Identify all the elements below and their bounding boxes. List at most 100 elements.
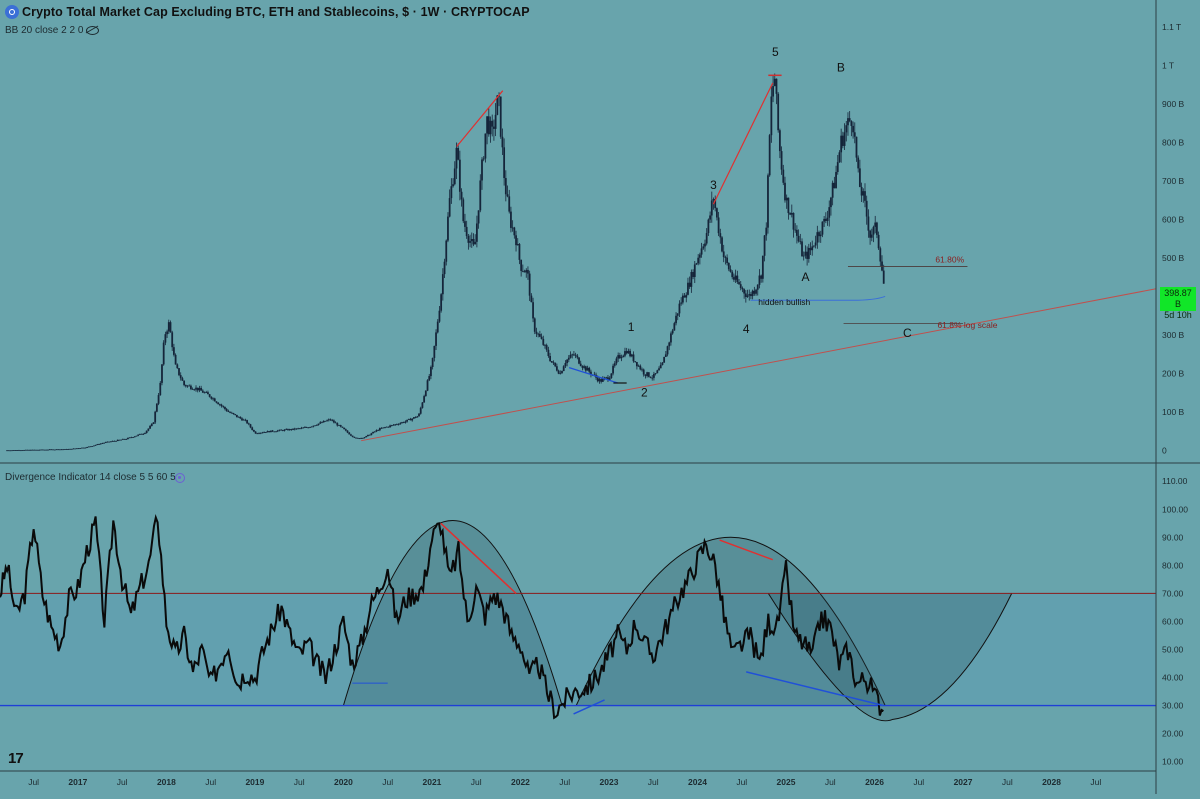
candle-body	[528, 273, 531, 296]
candle-body	[210, 396, 213, 399]
candle-body	[84, 447, 87, 449]
candle-body	[288, 429, 291, 431]
candle-body	[452, 184, 454, 187]
candle-body	[596, 377, 599, 382]
candle-body	[96, 444, 99, 445]
candle-body	[780, 151, 783, 170]
candle-body	[220, 404, 223, 407]
candle-body	[300, 427, 303, 429]
candle-body	[690, 271, 693, 287]
candle-body	[540, 336, 543, 339]
candle-body	[186, 385, 189, 387]
candle-body	[681, 295, 684, 303]
candle-body	[360, 437, 363, 439]
candle-body	[641, 369, 643, 371]
candle-body	[635, 362, 638, 367]
candle-body	[263, 432, 266, 433]
candle-body	[411, 418, 414, 421]
candle-body	[149, 426, 151, 429]
time-x-tick-label: 2023	[600, 777, 619, 787]
candle-body	[276, 430, 279, 432]
candle-body	[680, 302, 683, 304]
candle-body	[322, 420, 325, 423]
candle-body	[639, 365, 642, 370]
candle-body	[813, 245, 815, 247]
candle-body	[135, 435, 138, 437]
candle-body	[503, 147, 506, 179]
candle-body	[370, 433, 373, 436]
candle-body	[118, 439, 121, 441]
candle-body	[203, 392, 206, 394]
settings-ring-icon[interactable]	[175, 473, 185, 483]
candle-body	[852, 125, 854, 133]
candle-body	[132, 437, 134, 438]
time-x-tick-label: 2017	[68, 777, 87, 787]
candle-body	[775, 78, 778, 94]
candle-body	[12, 450, 15, 451]
tradingview-logo[interactable]: 17	[8, 750, 24, 767]
candle-body	[171, 332, 174, 348]
candle-body	[375, 430, 378, 432]
candle-body	[590, 371, 592, 375]
candle-body	[41, 449, 44, 451]
candle-body	[155, 403, 158, 412]
candle-body	[738, 282, 740, 285]
candle-body	[789, 213, 791, 215]
time-x-tick-label: Jul	[825, 777, 836, 787]
candle-body	[790, 212, 793, 215]
candle-body	[525, 269, 528, 273]
candle-body	[174, 354, 177, 365]
candle-body	[367, 434, 369, 436]
candle-body	[673, 323, 676, 331]
candle-body	[390, 425, 393, 426]
candle-body	[802, 255, 805, 257]
candle-body	[816, 232, 819, 243]
candle-body	[402, 422, 405, 423]
candle-body	[555, 366, 558, 371]
candle-body	[831, 182, 834, 198]
oscillator-y-tick-label: 50.00	[1162, 644, 1184, 654]
candle-body	[625, 351, 628, 354]
candle-body	[617, 355, 620, 359]
candle-body	[787, 197, 790, 214]
candle-body	[719, 233, 722, 238]
candle-body	[384, 427, 386, 429]
candle-body	[321, 422, 323, 424]
candle-body	[181, 378, 184, 381]
candle-body	[750, 294, 752, 297]
candle-body	[7, 450, 10, 452]
time-x-tick-label: 2028	[1042, 777, 1061, 787]
candle-body	[48, 449, 51, 451]
price-y-tick-label: 300 B	[1162, 330, 1185, 340]
candle-body	[620, 357, 623, 359]
candle-body	[838, 152, 841, 163]
hide-eye-icon[interactable]	[86, 26, 99, 35]
candle-body	[557, 370, 560, 374]
candle-body	[94, 444, 97, 446]
price-y-tick-label: 200 B	[1162, 368, 1185, 378]
candle-body	[208, 394, 211, 397]
candle-body	[457, 147, 460, 160]
oscillator-legend[interactable]: Divergence Indicator 14 close 5 5 60 5	[5, 472, 176, 483]
candle-body	[399, 423, 402, 425]
candle-body	[564, 363, 567, 367]
candle-body	[644, 374, 647, 376]
candle-body	[346, 430, 349, 433]
bollinger-legend[interactable]: BB 20 close 2 2 0	[5, 25, 84, 36]
candle-body	[876, 222, 878, 235]
candle-body	[879, 248, 882, 262]
candle-body	[164, 334, 167, 343]
candle-body	[324, 420, 327, 422]
candle-body	[618, 355, 621, 359]
candle-body	[877, 234, 880, 249]
candle-body	[705, 233, 708, 244]
candle-body	[336, 423, 339, 426]
candle-body	[353, 436, 356, 438]
candle-body	[334, 422, 337, 424]
candle-body	[751, 290, 754, 297]
candle-body	[138, 433, 141, 435]
candle-body	[242, 419, 245, 421]
candle-body	[443, 261, 446, 275]
